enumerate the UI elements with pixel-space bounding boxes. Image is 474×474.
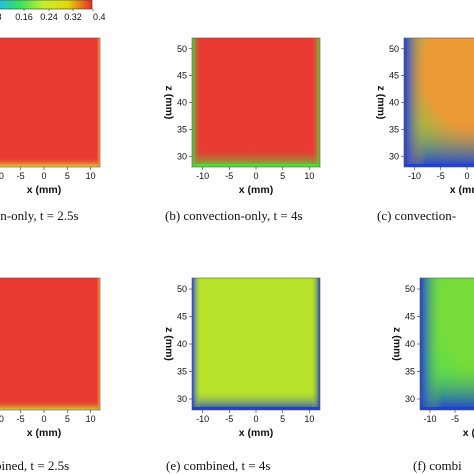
x-axis-label: x (mm)	[239, 184, 273, 196]
heatmap-field	[0, 278, 100, 410]
z-tick-label: 45	[177, 312, 187, 322]
z-tick-label: 30	[177, 394, 187, 404]
x-tick-label: -5	[437, 171, 445, 181]
x-tick-label: 10	[86, 171, 96, 181]
boundary-layer-right	[96, 38, 100, 167]
x-axis-label: x (mm)	[27, 184, 61, 196]
panel-caption: (c) convection-	[377, 208, 456, 223]
boundary-wall	[420, 407, 474, 410]
boundary-layer-left	[192, 278, 201, 410]
heatmap-panel: -10 -5 0 5 10 x (mm)	[0, 37, 101, 196]
x-tick-label: 10	[304, 171, 314, 181]
panel-caption: ection-only, t = 2.5s	[0, 208, 79, 223]
x-tick-label: 5	[65, 171, 70, 181]
z-tick-label: 50	[177, 284, 187, 294]
z-tick-label: 35	[389, 124, 399, 134]
z-tick-label: 45	[405, 312, 415, 322]
heatmap-panel: -10 -5 0 5 10 x (mm) 30 35 40 45 50 z (mm)	[163, 37, 321, 196]
boundary-layer-bottom	[0, 157, 100, 167]
z-tick-label: 50	[405, 284, 415, 294]
boundary-layer-left	[420, 278, 442, 410]
z-tick-label: 35	[177, 367, 187, 377]
x-tick-label: 5	[65, 414, 70, 424]
x-tick-label: 0	[253, 414, 258, 424]
x-tick-label: -10	[0, 171, 4, 181]
colorbar: 8 0.16 0.24 0.32 0.4	[0, 0, 106, 22]
panel-caption: (f) combi	[413, 458, 462, 473]
x-axis-label: x (mm)	[450, 184, 474, 196]
x-tick-label: 10	[86, 414, 96, 424]
x-tick-label: -5	[451, 414, 459, 424]
x-tick-label: -10	[0, 414, 4, 424]
x-axis-label: x (mm)	[463, 427, 474, 439]
x-tick-label: -10	[408, 171, 421, 181]
z-tick-label: 40	[389, 98, 399, 108]
x-tick-label: 10	[304, 414, 314, 424]
z-tick-label: 50	[177, 44, 187, 54]
z-axis-label: z (mm)	[163, 327, 175, 361]
colorbar-gradient	[0, 0, 93, 10]
boundary-layer-right	[311, 278, 320, 410]
z-tick-label: 35	[177, 124, 187, 134]
x-tick-label: 0	[41, 414, 46, 424]
boundary-layer-left	[404, 38, 426, 167]
boundary-layer-right	[96, 278, 100, 410]
x-tick-label: -10	[196, 171, 209, 181]
x-axis-label: x (mm)	[239, 427, 273, 439]
heatmap-field	[192, 38, 320, 167]
x-tick-label: -10	[423, 414, 436, 424]
x-tick-label: -5	[17, 171, 25, 181]
x-tick-label: -5	[17, 414, 25, 424]
heatmap-field	[0, 38, 100, 167]
x-tick-label: -5	[225, 414, 233, 424]
z-axis-label: z (mm)	[163, 86, 175, 120]
x-tick-label: 0	[41, 171, 46, 181]
z-tick-label: 30	[405, 394, 415, 404]
boundary-layer-left	[192, 38, 201, 167]
x-tick-label: 5	[280, 171, 285, 181]
colorbar-tick-label: 0.16	[15, 12, 33, 22]
z-tick-label: 40	[177, 98, 187, 108]
x-axis-label: x (mm)	[27, 427, 61, 439]
panel-caption: (b) convection-only, t = 4s	[165, 208, 303, 223]
boundary-wall	[192, 407, 320, 410]
boundary-wall	[192, 164, 320, 167]
colorbar-tick-label: 8	[0, 12, 2, 22]
heatmap-panel: -10 -5 0 5 10 x (mm) 30 35 40 45 50 z (mm)	[163, 277, 321, 439]
heatmap-field	[192, 278, 320, 410]
panel-caption: bined, t = 2.5s	[0, 458, 69, 473]
panel-caption: (e) combined, t = 4s	[166, 458, 270, 473]
x-tick-label: -10	[196, 414, 209, 424]
boundary-layer-bottom	[192, 147, 320, 167]
colorbar-tick-label: 0.32	[64, 12, 82, 22]
z-tick-label: 40	[177, 339, 187, 349]
colorbar-tick-label: 0.24	[40, 12, 58, 22]
x-tick-label: 5	[280, 414, 285, 424]
x-tick-label: 0	[464, 171, 469, 181]
z-axis-label: z (mm)	[375, 86, 387, 120]
z-tick-label: 50	[389, 44, 399, 54]
z-tick-label: 40	[405, 339, 415, 349]
colorbar-tick-label: 0.4	[93, 12, 106, 22]
z-tick-label: 45	[177, 71, 187, 81]
boundary-wall	[404, 164, 474, 167]
z-tick-label: 30	[177, 151, 187, 161]
x-tick-label: 0	[253, 171, 258, 181]
boundary-layer-right	[311, 38, 320, 167]
boundary-layer-bottom	[0, 400, 100, 410]
z-tick-label: 35	[405, 367, 415, 377]
x-tick-label: -5	[225, 171, 233, 181]
z-tick-label: 30	[389, 151, 399, 161]
boundary-layer-bottom	[192, 390, 320, 410]
z-tick-label: 45	[389, 71, 399, 81]
z-axis-label: z (mm)	[391, 327, 403, 361]
heatmap-panel: -10 -5 0 5 10 x (mm)	[0, 277, 101, 439]
